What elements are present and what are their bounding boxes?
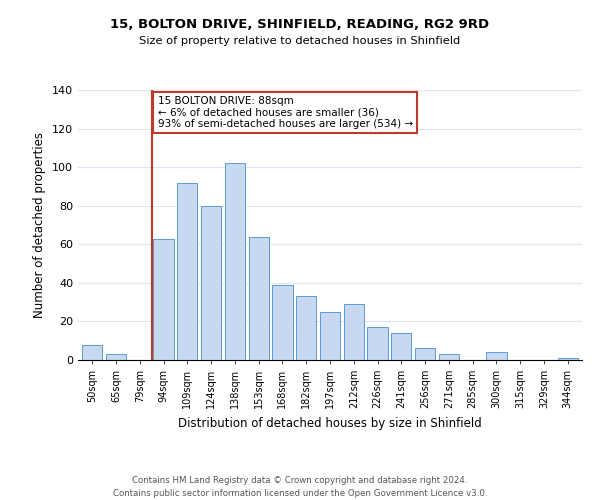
Bar (367, 327, 388, 360)
Bar (154, 238, 173, 360)
Bar (439, 354, 459, 360)
Text: 15, BOLTON DRIVE, SHINFIELD, READING, RG2 9RD: 15, BOLTON DRIVE, SHINFIELD, READING, RG… (110, 18, 490, 30)
Text: Size of property relative to detached houses in Shinfield: Size of property relative to detached ho… (139, 36, 461, 46)
Bar (415, 348, 435, 360)
Bar (272, 285, 293, 360)
Bar (391, 333, 412, 360)
Text: Contains public sector information licensed under the Open Government Licence v3: Contains public sector information licen… (113, 489, 487, 498)
Bar (248, 236, 269, 360)
Bar (225, 164, 245, 360)
Bar (82, 344, 103, 360)
Text: 15 BOLTON DRIVE: 88sqm
← 6% of detached houses are smaller (36)
93% of semi-deta: 15 BOLTON DRIVE: 88sqm ← 6% of detached … (158, 96, 413, 129)
Bar (344, 304, 364, 360)
Y-axis label: Number of detached properties: Number of detached properties (34, 132, 46, 318)
Bar (106, 354, 126, 360)
X-axis label: Distribution of detached houses by size in Shinfield: Distribution of detached houses by size … (178, 416, 482, 430)
Bar (177, 182, 197, 360)
Bar (296, 296, 316, 360)
Bar (487, 352, 506, 360)
Bar (201, 206, 221, 360)
Bar (557, 358, 578, 360)
Text: Contains HM Land Registry data © Crown copyright and database right 2024.: Contains HM Land Registry data © Crown c… (132, 476, 468, 485)
Bar (320, 312, 340, 360)
